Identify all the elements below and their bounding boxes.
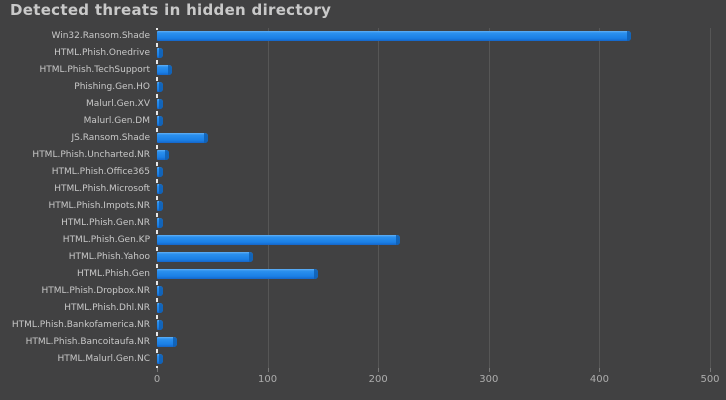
category-label: HTML.Phish.Impots.NR	[48, 201, 151, 211]
bar-row	[157, 164, 710, 181]
bar-row	[157, 283, 710, 300]
chart-title: Detected threats in hidden directory	[10, 1, 332, 19]
category-labels: Win32.Ransom.Shade HTML.Phish.Onedrive HTM…	[0, 28, 150, 368]
bar-row	[157, 300, 710, 317]
bar-row	[157, 113, 710, 130]
bar-row	[157, 266, 710, 283]
x-tick-label: 0	[153, 374, 161, 385]
gridline	[710, 28, 711, 372]
gridline	[599, 28, 601, 372]
bar-rows	[157, 28, 710, 368]
gridline	[378, 28, 380, 372]
category-label: HTML.Phish.TechSupport	[39, 65, 150, 75]
bar-row	[157, 317, 710, 334]
bar-row	[157, 198, 710, 215]
plot-area: 0 100 200 300 400 500	[154, 28, 720, 385]
x-tick-label: 300	[479, 374, 499, 385]
bar[interactable]	[157, 48, 163, 58]
x-tick-label: 500	[700, 374, 720, 385]
bar[interactable]	[157, 184, 163, 194]
bar-row	[157, 181, 710, 198]
gridline	[488, 28, 490, 372]
category-label: Malurl.Gen.XV	[86, 99, 150, 109]
category-label: HTML.Phish.Bankofamerica.NR	[11, 320, 150, 330]
category-label: HTML.Phish.Onedrive	[54, 48, 150, 58]
x-tick-mark	[599, 368, 601, 372]
bar-row	[157, 249, 710, 266]
category-label: HTML.Phish.Dhl.NR	[64, 303, 150, 313]
bar-row	[157, 351, 710, 368]
bar-row	[157, 96, 710, 113]
x-tick-label: 400	[589, 374, 609, 385]
x-tick-mark	[157, 368, 158, 372]
bar-row	[157, 130, 710, 147]
category-label: HTML.Malurl.Gen.NC	[57, 354, 150, 364]
bar[interactable]	[157, 269, 319, 279]
x-tick-mark	[378, 368, 380, 372]
bar[interactable]	[157, 167, 163, 177]
bar[interactable]	[157, 252, 254, 262]
bar[interactable]	[157, 320, 163, 330]
bar[interactable]	[157, 99, 163, 109]
bar[interactable]	[157, 218, 163, 228]
bar-row	[157, 62, 710, 79]
bar[interactable]	[157, 303, 163, 313]
bar-row	[157, 232, 710, 249]
category-label: HTML.Phish.Office365	[51, 167, 150, 177]
category-label: JS.Ransom.Shade	[71, 133, 150, 143]
category-label: Win32.Ransom.Shade	[51, 31, 151, 41]
category-label: HTML.Phish.Gen	[76, 269, 150, 279]
x-tick-label: 200	[368, 374, 388, 385]
x-tick-mark	[488, 368, 490, 372]
bar[interactable]	[157, 286, 163, 296]
bar[interactable]	[157, 201, 163, 211]
bar[interactable]	[157, 65, 173, 75]
category-label: Malurl.Gen.DM	[83, 116, 150, 126]
x-tick-mark	[267, 368, 269, 372]
category-label: HTML.Phish.Yahoo	[68, 252, 150, 262]
bar-row	[157, 147, 710, 164]
bar[interactable]	[157, 133, 208, 143]
bar[interactable]	[157, 31, 632, 41]
category-label: HTML.Phish.Dropbox.NR	[41, 286, 150, 296]
bar[interactable]	[157, 116, 163, 126]
bar-row	[157, 79, 710, 96]
x-tick-label: 100	[258, 374, 278, 385]
bar[interactable]	[157, 354, 163, 364]
category-label: HTML.Phish.Microsoft	[54, 184, 150, 194]
y-axis-line	[156, 28, 158, 368]
bar-row	[157, 215, 710, 232]
bar-row	[157, 334, 710, 351]
bar-row	[157, 28, 710, 45]
bar[interactable]	[157, 150, 170, 160]
category-label: HTML.Phish.Gen.NR	[61, 218, 150, 228]
x-tick-mark	[710, 368, 711, 372]
bar[interactable]	[157, 337, 177, 347]
category-label: HTML.Phish.Uncharted.NR	[32, 150, 150, 160]
category-label: HTML.Phish.Gen.KP	[62, 235, 150, 245]
bar-row	[157, 45, 710, 62]
gridline	[267, 28, 269, 372]
category-label: Phishing.Gen.HO	[74, 82, 150, 92]
bar[interactable]	[157, 235, 401, 245]
bar[interactable]	[157, 82, 163, 92]
category-label: HTML.Phish.Bancoitaufa.NR	[25, 337, 150, 347]
